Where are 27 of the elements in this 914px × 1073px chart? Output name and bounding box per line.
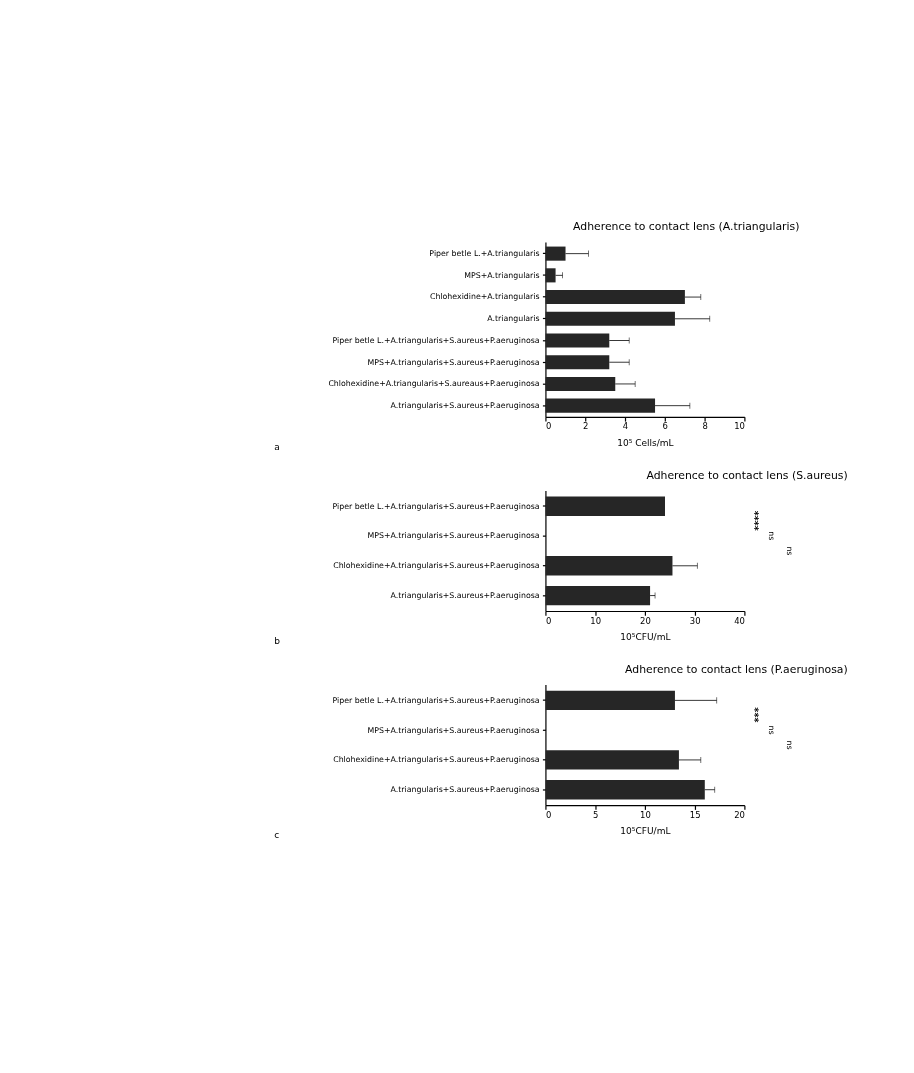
x-tick-label: 20 <box>734 809 745 820</box>
x-tick-label: 2 <box>583 421 589 432</box>
x-tick-label: 15 <box>689 809 701 820</box>
x-tick-label: 4 <box>622 421 629 432</box>
x-tick-label: 0 <box>545 809 552 820</box>
x-tick-label: 10 <box>640 809 651 820</box>
x-tick-label: 8 <box>702 421 708 432</box>
text: a <box>274 442 280 453</box>
x-tick-label: 30 <box>689 615 701 626</box>
chart-title: Adherence to contact lens (P.aeruginosa) <box>625 662 848 676</box>
text: c <box>274 830 280 841</box>
text: *** <box>748 707 760 723</box>
x-tick-label: 10 <box>734 421 745 432</box>
chart-title: Adherence to contact lens (A.triangularis) <box>573 220 800 234</box>
chart-title: Adherence to contact lens (S.aureus) <box>646 468 848 482</box>
x-tick-label: 0 <box>545 615 552 626</box>
x-tick-label: 0 <box>545 421 552 432</box>
x-tick-label: 10 <box>590 615 602 626</box>
x-axis-title: 10⁵CFU/mL <box>620 631 671 642</box>
x-tick-label: 40 <box>734 615 745 626</box>
x-tick-label: 6 <box>662 421 668 432</box>
text: **** <box>748 510 760 531</box>
x-tick-label: 5 <box>592 809 599 820</box>
text: b <box>274 636 281 647</box>
x-tick-label: 20 <box>640 615 651 626</box>
x-axis-title: 10⁵CFU/mL <box>620 825 671 836</box>
x-axis-title: 10⁵ Cells/mL <box>617 437 674 448</box>
